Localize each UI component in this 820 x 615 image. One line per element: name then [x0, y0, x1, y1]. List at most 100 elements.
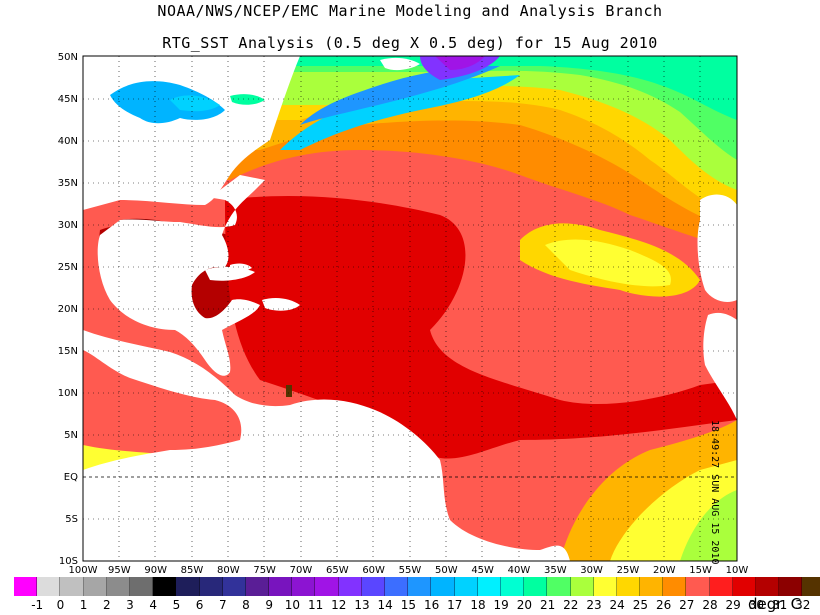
legend-label: 5 [172, 598, 181, 612]
legend-swatch [431, 577, 455, 596]
lon-label: 15W [689, 565, 712, 576]
legend-swatch [315, 577, 339, 596]
legend-label: 21 [539, 598, 556, 612]
legend-swatch [338, 577, 362, 596]
legend-swatch [129, 577, 154, 596]
legend-swatch [732, 577, 756, 596]
legend-swatch [454, 577, 478, 596]
legend-label: 10 [284, 598, 301, 612]
lat-label: 15N [58, 346, 78, 357]
legend-label: 22 [563, 598, 579, 612]
timestamp: 18:49:27 SUN AUG 15 2010 [709, 420, 720, 565]
legend-label: 17 [447, 598, 463, 612]
legend-swatch [153, 577, 177, 596]
lon-label: 65W [326, 565, 349, 576]
legend-label: 27 [679, 598, 695, 612]
legend-swatch [802, 577, 820, 596]
legend-swatch [83, 577, 107, 596]
legend-label: 3 [126, 598, 134, 612]
legend-swatch [686, 577, 710, 596]
lat-label: 10S [59, 556, 78, 567]
color-legend-labels: -1 0 1 2 3 4 5 6 7 8 9 10 11 12 13 14 15 16 17 18 19 20 21 22 23… [14, 598, 810, 612]
legend-swatch [269, 577, 293, 596]
legend-swatch [245, 577, 270, 596]
lon-label: 25W [617, 565, 640, 576]
legend-swatch [361, 577, 385, 596]
legend-label: 9 [265, 598, 274, 612]
lon-label: 80W [217, 565, 240, 576]
legend-swatch [547, 577, 571, 596]
legend-label: 25 [632, 598, 649, 612]
legend-swatch [60, 577, 84, 596]
legend-label: 24 [609, 598, 625, 612]
lat-label: 10N [58, 388, 78, 399]
legend-label: -1 [31, 598, 44, 612]
legend-swatch [37, 577, 61, 596]
legend-swatch [222, 577, 246, 596]
legend-swatch [176, 577, 200, 596]
legend-swatch [709, 577, 733, 596]
legend-label: 0 [56, 598, 65, 612]
units-label: degr. C [748, 595, 802, 613]
legend-label: 31 [771, 598, 788, 612]
longitude-labels: 100W 95W 90W 85W 80W 75W 70W 65W 60W 55W 50W 45W 40W… [69, 565, 749, 576]
lat-label: 45N [58, 94, 78, 105]
legend-swatch [14, 577, 38, 596]
lon-label: 95W [108, 565, 131, 576]
legend-swatch [616, 577, 641, 596]
legend-label: 7 [218, 598, 227, 612]
lon-label: 35W [544, 565, 567, 576]
legend-swatch [477, 577, 501, 596]
legend-swatch [524, 577, 548, 596]
lon-label: 30W [580, 565, 603, 576]
legend-swatch [408, 577, 432, 596]
legend-label: 4 [149, 598, 158, 612]
lat-label: 50N [58, 52, 78, 63]
lon-label: 20W [653, 565, 676, 576]
legend-label: 23 [586, 598, 602, 612]
header-line-2: RTG_SST Analysis (0.5 deg X 0.5 deg) for… [162, 34, 658, 52]
legend-swatch [500, 577, 525, 596]
legend-swatch [593, 577, 617, 596]
legend-label: 20 [516, 598, 533, 612]
legend-swatch [663, 577, 687, 596]
lon-label: 45W [471, 565, 494, 576]
lon-label: 10W [726, 565, 749, 576]
legend-swatch [756, 577, 780, 596]
legend-label: 14 [377, 598, 393, 612]
lat-label: 20N [58, 304, 78, 315]
legend-label: 12 [331, 598, 347, 612]
lat-label: 25N [58, 262, 78, 273]
legend-swatch [640, 577, 664, 596]
legend-label: 29 [725, 598, 741, 612]
legend-label: 13 [354, 598, 370, 612]
lon-label: 100W [69, 565, 98, 576]
legend-label: 30 [748, 598, 765, 612]
lat-label: EQ [64, 472, 78, 483]
legend-label: 18 [470, 598, 486, 612]
legend-swatch [106, 577, 130, 596]
lon-label: 40W [508, 565, 531, 576]
legend-label: 32 [795, 598, 811, 612]
legend-label: 15 [400, 598, 417, 612]
legend-swatch [779, 577, 803, 596]
lat-label: 40N [58, 136, 78, 147]
lat-label: 5S [65, 514, 78, 525]
legend-label: 26 [655, 598, 672, 612]
legend-label: 1 [79, 598, 88, 612]
lon-label: 50W [435, 565, 458, 576]
sst-field [83, 56, 737, 561]
header-line-1: NOAA/NWS/NCEP/EMC Marine Modeling and An… [157, 2, 663, 20]
lon-label: 85W [181, 565, 204, 576]
lon-label: 90W [144, 565, 167, 576]
legend-swatch [385, 577, 409, 596]
legend-label: 16 [423, 598, 440, 612]
legend-label: 19 [493, 598, 509, 612]
lon-label: 70W [290, 565, 313, 576]
latitude-labels: 50N 45N 40N 35N 30N 25N 20N 15N 10N 5N EQ 5S 10S [58, 52, 78, 567]
lon-label: 55W [399, 565, 422, 576]
lat-label: 35N [58, 178, 78, 189]
lon-label: 75W [253, 565, 276, 576]
lon-label: 60W [362, 565, 385, 576]
